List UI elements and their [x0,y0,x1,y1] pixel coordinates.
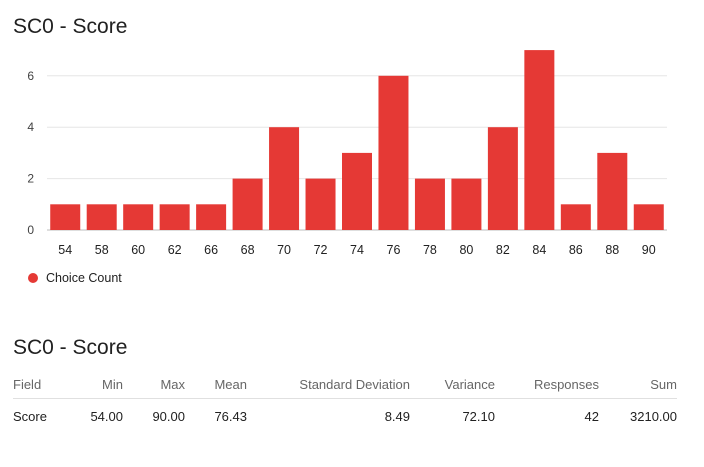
bar-66[interactable] [196,204,227,230]
cell-field: Score [13,408,47,424]
bar-60[interactable] [123,204,154,230]
cell-responses: 42 [584,408,599,424]
legend-marker [28,273,38,283]
bar-82[interactable] [487,127,518,230]
x-tick-label: 78 [423,243,437,257]
header-sum: Sum [599,370,677,399]
x-tick-label: 84 [532,243,546,257]
bar-74[interactable] [342,152,372,230]
bar-62[interactable] [159,204,190,230]
x-tick-label: 60 [131,243,145,257]
x-tick-label: 62 [168,243,182,257]
x-tick-label: 90 [642,243,656,257]
x-tick-label: 68 [241,243,255,257]
bar-78[interactable] [414,178,445,230]
y-tick-label: 2 [27,172,34,186]
x-tick-label: 72 [314,243,328,257]
cell-max: 90.00 [152,408,185,424]
x-tick-label: 54 [58,243,72,257]
table-row: Score 54.00 90.00 76.43 8.49 72.10 42 32… [13,399,677,434]
statistics-table: Field Min Max Mean Standard Deviation Va… [13,370,677,433]
x-tick-label: 58 [95,243,109,257]
header-max: Max [123,370,185,399]
x-axis-ticks: 54 58 60 62 66 68 70 72 74 76 78 80 82 84 86 88 90 [58,243,655,257]
cell-min: 54.00 [90,408,123,424]
x-tick-label: 82 [496,243,510,257]
x-tick-label: 66 [204,243,218,257]
bar-76[interactable] [378,75,409,230]
header-responses: Responses [495,370,599,399]
bar-86[interactable] [560,204,591,230]
legend-label: Choice Count [46,271,122,285]
x-tick-label: 80 [459,243,473,257]
chart-title: SC0 - Score [13,15,128,38]
chart-bars [50,50,664,230]
header-min: Min [73,370,123,399]
table-title: SC0 - Score [13,336,128,359]
bar-68[interactable] [232,178,263,230]
bar-84[interactable] [524,50,555,230]
y-tick-label: 4 [27,120,34,134]
cell-std-dev: 8.49 [384,408,410,424]
y-tick-label: 6 [27,69,34,83]
bar-58[interactable] [86,204,117,230]
bar-70[interactable] [269,127,300,230]
table-header-row: Field Min Max Mean Standard Deviation Va… [13,370,677,399]
x-tick-label: 86 [569,243,583,257]
x-tick-label: 76 [387,243,401,257]
header-field: Field [13,370,73,399]
bar-54[interactable] [50,204,81,230]
bar-90[interactable] [633,204,664,230]
bar-chart: 0 2 4 6 54 58 60 62 66 68 70 72 74 76 78 80 82 84 86 88 90 [27,50,667,257]
x-tick-label: 74 [350,243,364,257]
y-tick-label: 0 [27,223,34,237]
header-std-dev: Standard Deviation [247,370,410,399]
x-tick-label: 70 [277,243,291,257]
header-mean: Mean [185,370,247,399]
x-tick-label: 88 [605,243,619,257]
bar-88[interactable] [597,152,628,230]
header-variance: Variance [410,370,495,399]
cell-variance: 72.10 [462,408,495,424]
cell-sum: 3210.00 [630,408,677,424]
bar-72[interactable] [305,178,336,230]
y-axis-ticks: 0 2 4 6 [27,69,34,237]
chart-legend[interactable]: Choice Count [28,271,122,285]
cell-mean: 76.43 [214,408,247,424]
bar-80[interactable] [451,178,482,230]
